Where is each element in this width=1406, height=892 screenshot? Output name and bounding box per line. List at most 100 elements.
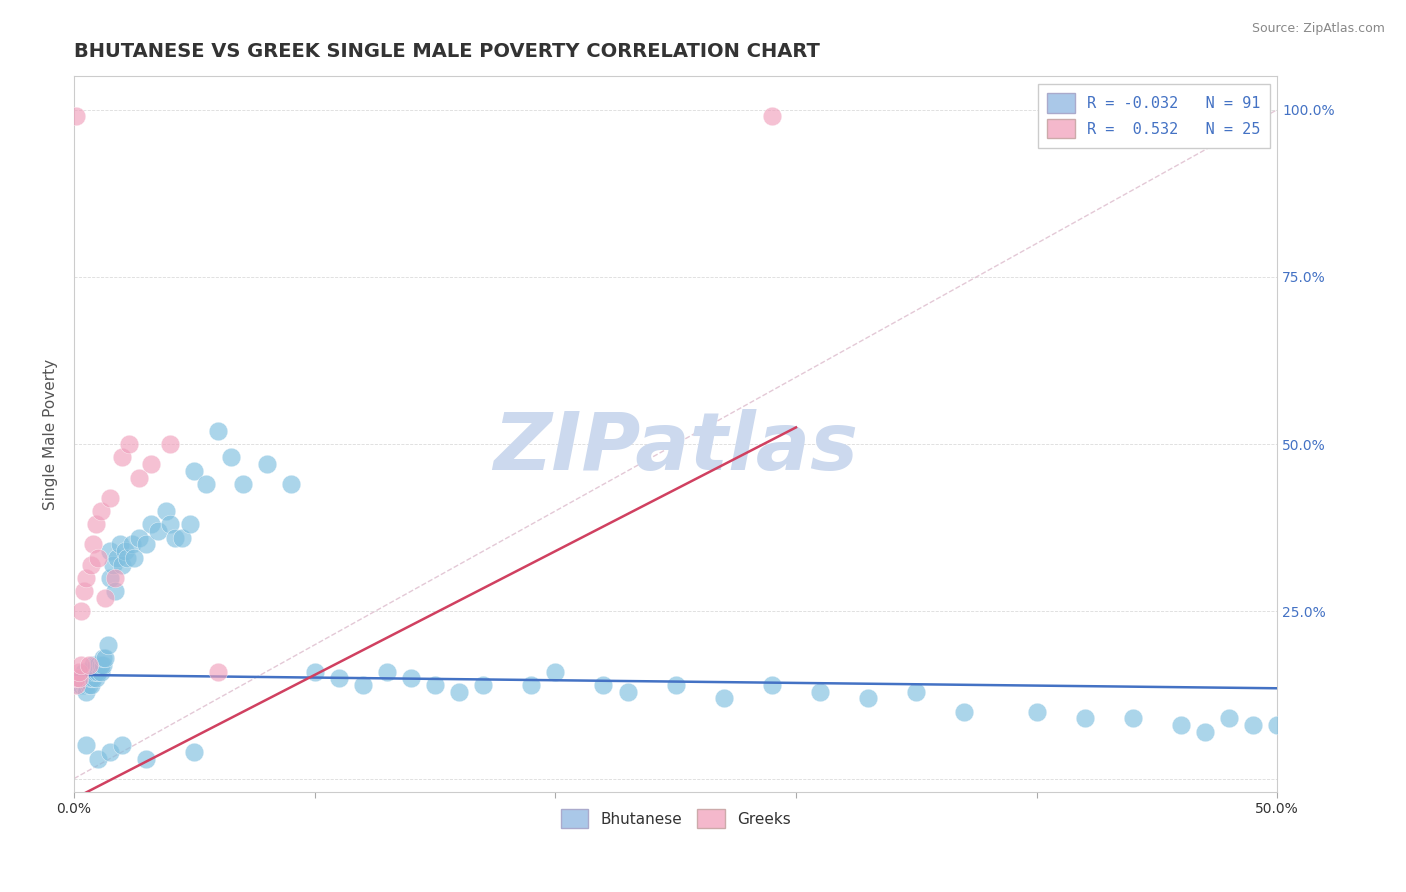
Point [1170, 718, 1192, 732]
Point [87, 657, 110, 672]
Point [423, 678, 446, 692]
Point [98, 745, 121, 759]
Point [82, 665, 104, 679]
Point [111, 450, 134, 465]
Point [905, 684, 928, 698]
Point [87, 550, 110, 565]
Point [139, 517, 162, 532]
Point [808, 684, 831, 698]
Text: ZIPatlas: ZIPatlas [494, 409, 858, 487]
Point [65, 671, 87, 685]
Point [159, 437, 181, 451]
Point [183, 464, 205, 478]
Point [1074, 711, 1097, 725]
Point [114, 544, 136, 558]
Point [65, 678, 87, 692]
Point [616, 684, 638, 698]
Point [73, 665, 96, 679]
Point [73, 678, 96, 692]
Point [232, 477, 254, 491]
Point [1265, 718, 1288, 732]
Point [1025, 705, 1047, 719]
Point [87, 751, 110, 765]
Point [115, 550, 138, 565]
Point [75, 671, 97, 685]
Point [1122, 711, 1144, 725]
Point [449, 684, 471, 698]
Point [65, 109, 87, 123]
Point [128, 470, 150, 484]
Point [256, 457, 278, 471]
Point [139, 457, 162, 471]
Point [399, 671, 422, 685]
Point [713, 691, 735, 706]
Point [77, 665, 100, 679]
Point [761, 678, 783, 692]
Point [207, 424, 229, 438]
Point [544, 665, 567, 679]
Point [328, 671, 350, 685]
Point [82, 537, 104, 551]
Point [122, 550, 145, 565]
Point [1218, 711, 1240, 725]
Point [70, 678, 93, 692]
Point [84, 657, 107, 672]
Point [67, 678, 90, 692]
Point [953, 705, 976, 719]
Point [84, 665, 107, 679]
Point [472, 678, 495, 692]
Point [761, 109, 783, 123]
Point [155, 504, 177, 518]
Point [665, 678, 688, 692]
Point [77, 657, 100, 672]
Point [94, 651, 117, 665]
Point [75, 571, 97, 585]
Point [592, 678, 614, 692]
Text: Source: ZipAtlas.com: Source: ZipAtlas.com [1251, 22, 1385, 36]
Point [73, 584, 96, 599]
Point [67, 665, 90, 679]
Point [375, 665, 398, 679]
Point [121, 537, 143, 551]
Legend: Bhutanese, Greeks: Bhutanese, Greeks [554, 803, 797, 834]
Point [77, 678, 100, 692]
Point [352, 678, 374, 692]
Point [165, 531, 187, 545]
Text: BHUTANESE VS GREEK SINGLE MALE POVERTY CORRELATION CHART: BHUTANESE VS GREEK SINGLE MALE POVERTY C… [75, 42, 820, 61]
Point [84, 517, 107, 532]
Point [520, 678, 543, 692]
Point [219, 450, 242, 465]
Point [91, 657, 114, 672]
Point [97, 638, 120, 652]
Point [98, 571, 121, 585]
Point [183, 745, 205, 759]
Point [135, 751, 157, 765]
Point [82, 657, 104, 672]
Point [94, 591, 117, 605]
Point [80, 558, 103, 572]
Point [172, 531, 194, 545]
Point [67, 671, 90, 685]
Point [75, 678, 97, 692]
Point [77, 671, 100, 685]
Point [98, 544, 121, 558]
Point [80, 671, 103, 685]
Point [118, 437, 141, 451]
Point [70, 671, 93, 685]
Point [70, 657, 93, 672]
Point [73, 671, 96, 685]
Point [84, 671, 107, 685]
Point [128, 531, 150, 545]
Point [75, 738, 97, 752]
Point [111, 738, 134, 752]
Point [91, 651, 114, 665]
Point [107, 550, 129, 565]
Point [75, 684, 97, 698]
Point [856, 691, 879, 706]
Point [280, 477, 302, 491]
Point [87, 665, 110, 679]
Point [304, 665, 326, 679]
Point [135, 537, 157, 551]
Point [70, 604, 93, 618]
Point [98, 491, 121, 505]
